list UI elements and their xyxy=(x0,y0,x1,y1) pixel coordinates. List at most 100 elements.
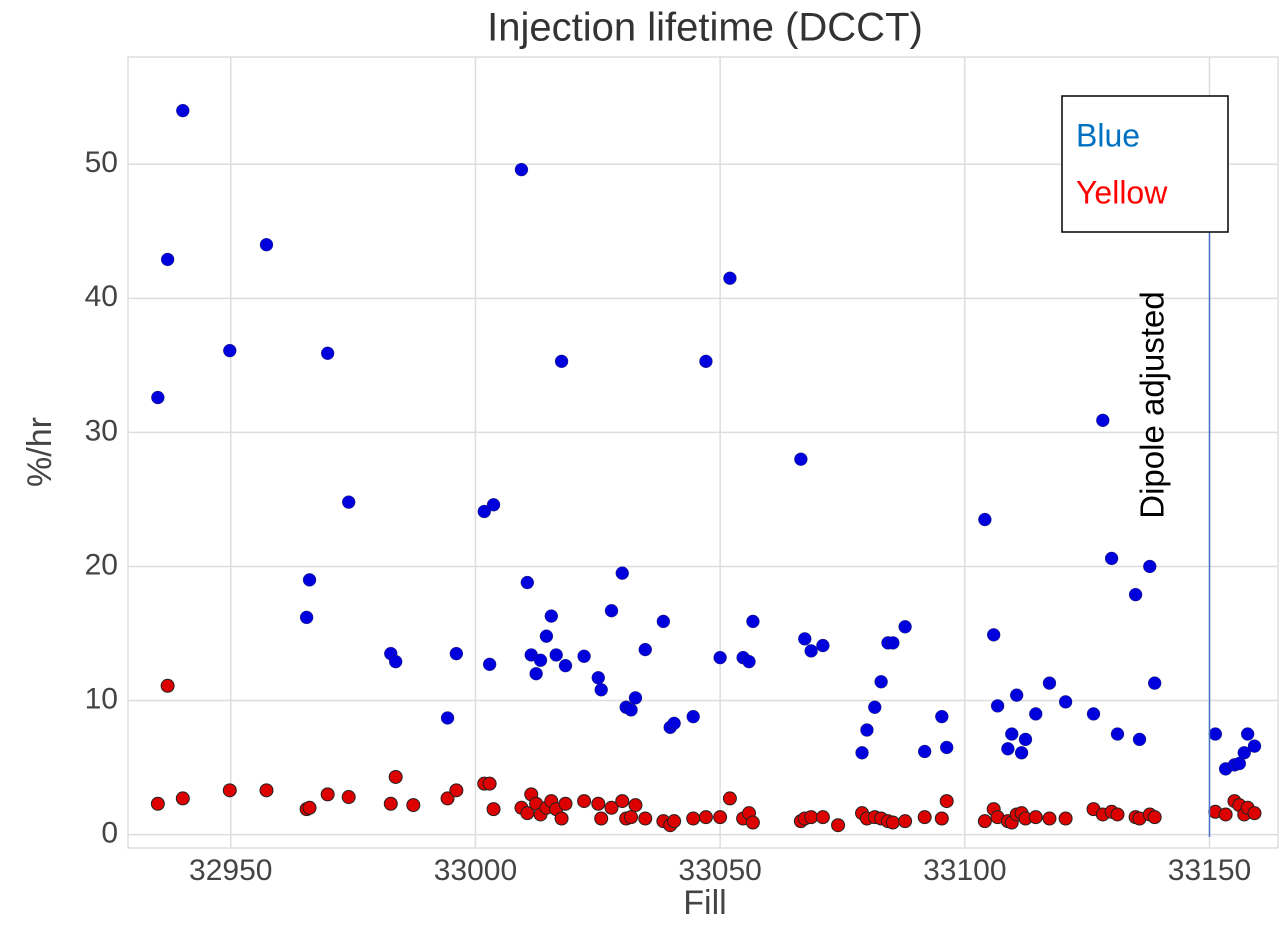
point xyxy=(1148,676,1162,690)
point xyxy=(1110,807,1125,822)
point xyxy=(1247,739,1262,753)
x-tick-label: 33150 xyxy=(1168,854,1251,887)
point xyxy=(885,815,900,830)
x-axis-label: Fill xyxy=(683,884,726,922)
point xyxy=(698,810,713,825)
point xyxy=(302,800,317,815)
point xyxy=(1001,742,1015,756)
point xyxy=(175,791,190,806)
point xyxy=(539,629,554,643)
point xyxy=(615,566,629,580)
point xyxy=(299,610,314,625)
point xyxy=(1218,807,1233,822)
point xyxy=(1237,746,1251,760)
point xyxy=(554,354,569,368)
point xyxy=(1005,727,1019,741)
point xyxy=(860,723,874,737)
point xyxy=(638,811,653,826)
point xyxy=(816,638,830,653)
point xyxy=(1086,707,1101,721)
point xyxy=(1208,727,1223,741)
point xyxy=(594,683,608,697)
point xyxy=(1147,810,1162,825)
point xyxy=(804,810,819,825)
point xyxy=(302,573,317,587)
point xyxy=(794,452,808,466)
point xyxy=(150,796,165,811)
x-tick-label: 33100 xyxy=(923,854,1006,887)
point xyxy=(815,810,830,825)
y-tick-label: 30 xyxy=(85,414,118,447)
point xyxy=(628,798,643,813)
point xyxy=(514,162,529,177)
point xyxy=(624,703,638,717)
legend-box xyxy=(1061,95,1229,233)
point xyxy=(1018,732,1033,747)
point xyxy=(440,711,455,725)
y-axis-label: %/hr xyxy=(21,417,59,487)
point xyxy=(1132,732,1147,747)
legend-label: Blue xyxy=(1076,117,1140,153)
y-tick-label: 20 xyxy=(85,548,118,581)
point xyxy=(577,794,592,809)
x-tick-label: 33050 xyxy=(678,854,761,887)
point xyxy=(667,814,682,829)
point xyxy=(804,644,818,658)
point xyxy=(449,646,464,661)
point xyxy=(388,769,403,784)
y-tick-label: 0 xyxy=(101,817,118,850)
point xyxy=(1010,688,1024,702)
point xyxy=(604,800,619,815)
point xyxy=(1029,707,1043,721)
point xyxy=(987,628,1001,642)
point xyxy=(544,609,558,623)
point xyxy=(558,659,573,673)
point xyxy=(1110,727,1125,741)
point xyxy=(1042,811,1057,826)
point xyxy=(259,783,274,798)
point xyxy=(1128,587,1143,602)
x-tick-label: 32950 xyxy=(189,854,272,887)
point xyxy=(934,811,949,826)
point xyxy=(389,654,403,669)
chart-title: Injection lifetime (DCCT) xyxy=(487,6,923,50)
point xyxy=(868,700,882,714)
point xyxy=(486,802,501,817)
point xyxy=(440,791,455,806)
point xyxy=(1143,559,1157,574)
point xyxy=(259,238,274,252)
point xyxy=(406,798,421,813)
y-tick-label: 40 xyxy=(85,280,118,313)
point xyxy=(638,642,652,657)
point xyxy=(1096,413,1110,427)
point xyxy=(656,614,671,629)
point xyxy=(918,744,932,759)
point xyxy=(628,691,643,705)
point xyxy=(558,796,573,811)
point xyxy=(977,814,992,829)
point xyxy=(935,709,949,724)
point xyxy=(160,678,175,693)
point xyxy=(223,343,237,358)
point xyxy=(549,648,563,662)
point xyxy=(477,504,491,519)
point xyxy=(990,699,1005,713)
point xyxy=(746,614,760,629)
point xyxy=(554,811,569,826)
point xyxy=(722,791,737,806)
point xyxy=(533,653,548,667)
point xyxy=(321,346,335,360)
point xyxy=(594,811,609,826)
point xyxy=(742,654,756,669)
point xyxy=(745,815,760,830)
point xyxy=(699,354,713,368)
point xyxy=(1247,806,1262,821)
point xyxy=(886,636,900,650)
point xyxy=(978,512,992,527)
point xyxy=(917,810,932,825)
point xyxy=(604,604,619,618)
y-tick-label: 50 xyxy=(85,146,118,179)
point xyxy=(176,103,190,118)
